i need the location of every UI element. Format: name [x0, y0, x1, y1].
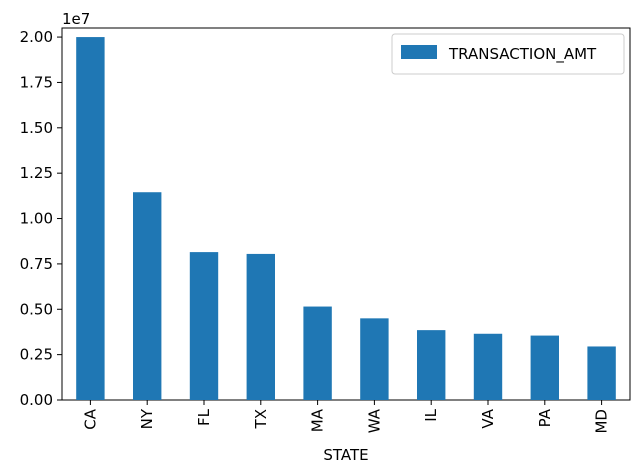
y-tick-label: 0.75 [20, 255, 53, 273]
bar-tx [246, 253, 275, 400]
y-axis: 0.00 0.25 0.50 0.75 1.00 1.25 1.50 1.75 2.00 [20, 28, 62, 409]
x-axis-label: STATE [323, 446, 368, 464]
plot-frame [61, 27, 631, 401]
x-axis: CA NY FL TX MA WA IL VA PA MD [81, 400, 611, 434]
bars-group [76, 37, 616, 400]
bar-ca [76, 37, 105, 400]
x-tick-label: MA [309, 408, 327, 432]
x-tick-label: MD [593, 409, 611, 434]
x-tick-label: CA [81, 408, 99, 429]
y-axis-offset-label: 1e7 [62, 10, 90, 28]
x-tick-label: VA [479, 408, 497, 428]
legend: TRANSACTION_AMT [391, 33, 625, 75]
y-tick-label: 1.25 [20, 164, 53, 182]
x-tick-label: TX [252, 409, 270, 429]
y-tick-label: 0.25 [20, 346, 53, 364]
bar-il [417, 330, 446, 400]
legend-label: TRANSACTION_AMT [448, 45, 597, 64]
plot-area [61, 27, 631, 401]
bar-ma [303, 306, 332, 400]
bar-fl [189, 252, 219, 400]
y-tick-label: 1.00 [20, 210, 53, 228]
y-tick-label: 1.50 [20, 119, 53, 137]
y-tick-label: 1.75 [20, 73, 53, 91]
y-tick-label: 0.50 [20, 300, 53, 318]
bar-ny [133, 192, 162, 400]
x-tick-label: IL [422, 408, 440, 421]
y-tick-label: 2.00 [20, 28, 53, 46]
x-tick-label: WA [365, 408, 383, 433]
x-tick-label: FL [195, 408, 213, 426]
bar-wa [360, 318, 389, 400]
y-tick-label: 0.00 [20, 391, 53, 409]
legend-box [391, 33, 625, 75]
legend-swatch [401, 45, 437, 59]
bar-pa [530, 335, 559, 400]
bar-va [473, 333, 503, 400]
x-tick-label: PA [536, 408, 554, 427]
bar-md [587, 346, 616, 400]
x-tick-label: NY [138, 408, 156, 429]
